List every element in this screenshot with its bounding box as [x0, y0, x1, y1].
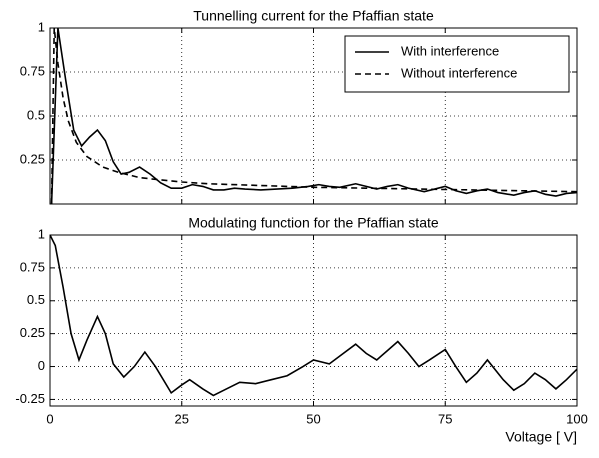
chart-title: Tunnelling current for the Pfaffian stat… — [193, 8, 434, 24]
y-tick-label: 0.75 — [20, 63, 45, 78]
y-tick-label: 0.25 — [20, 325, 45, 340]
y-tick-label: -0.25 — [15, 391, 45, 406]
legend-box — [344, 35, 570, 93]
x-axis-label: Voltage [ V] — [505, 429, 577, 445]
plot-frame — [49, 234, 578, 407]
y-tick-label: 0 — [38, 358, 45, 373]
series-line — [50, 28, 577, 204]
legend-label: With interference — [401, 43, 499, 58]
y-tick-label: 1 — [38, 226, 45, 241]
chart-title: Modulating function for the Pfaffian sta… — [188, 215, 439, 231]
series-line — [50, 235, 577, 397]
x-tick-label: 0 — [46, 411, 53, 426]
x-tick-label: 100 — [566, 411, 588, 426]
x-tick-label: 25 — [175, 411, 189, 426]
x-tick-label: 50 — [306, 411, 320, 426]
legend-label: Without interference — [401, 65, 517, 80]
y-tick-label: 0.25 — [20, 151, 45, 166]
y-tick-label: 0.5 — [27, 292, 45, 307]
y-tick-label: 1 — [38, 19, 45, 34]
y-tick-label: 0.75 — [20, 259, 45, 274]
plot-frame — [49, 27, 578, 205]
x-tick-label: 75 — [438, 411, 452, 426]
series-line — [50, 28, 577, 204]
y-tick-label: 0.5 — [27, 107, 45, 122]
